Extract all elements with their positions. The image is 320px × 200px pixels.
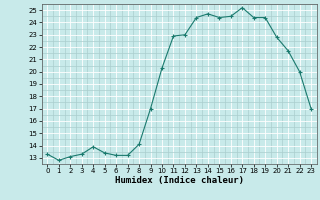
X-axis label: Humidex (Indice chaleur): Humidex (Indice chaleur) — [115, 176, 244, 185]
